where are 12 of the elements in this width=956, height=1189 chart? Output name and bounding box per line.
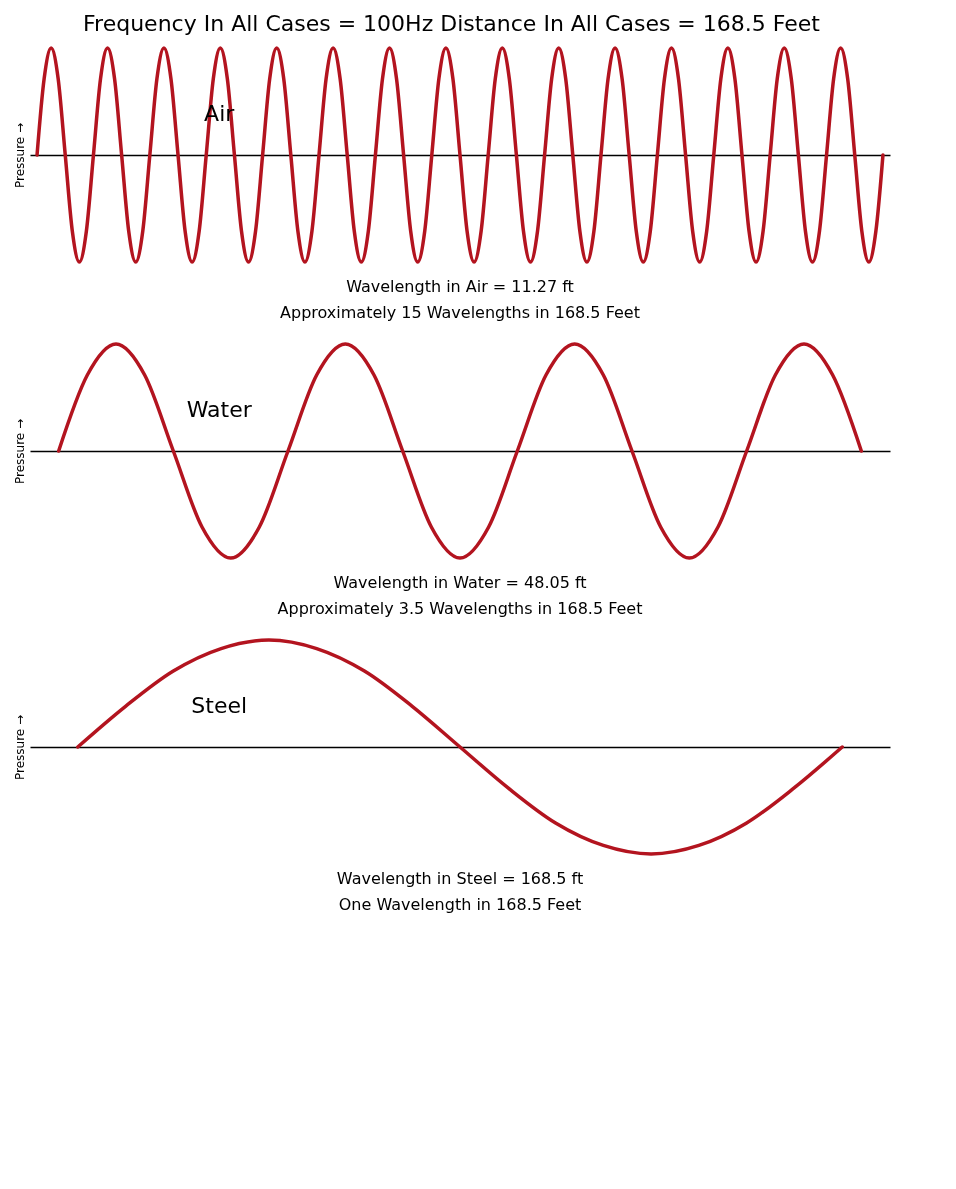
chart-title: Frequency In All Cases = 100Hz Distance In All Cases = 168.5 Feet bbox=[83, 11, 821, 36]
text: Wavelength in Water = 48.05 ft bbox=[333, 573, 587, 592]
annotation: Water bbox=[186, 396, 253, 422]
y-axis-title: Pressure → bbox=[12, 714, 27, 781]
y-axis-title: Pressure → bbox=[12, 418, 27, 485]
text: Approximately 15 Wavelengths in 168.5 Feet bbox=[280, 303, 640, 322]
text: Approximately 3.5 Wavelengths in 168.5 Feet bbox=[277, 599, 643, 618]
text: Wavelength in Air = 11.27 ft bbox=[346, 277, 574, 296]
text: Wavelength in Steel = 168.5 ft bbox=[336, 869, 584, 888]
y-axis-title: Pressure → bbox=[12, 122, 27, 189]
text: One Wavelength in 168.5 Feet bbox=[338, 895, 582, 914]
annotation: Steel bbox=[191, 692, 248, 718]
